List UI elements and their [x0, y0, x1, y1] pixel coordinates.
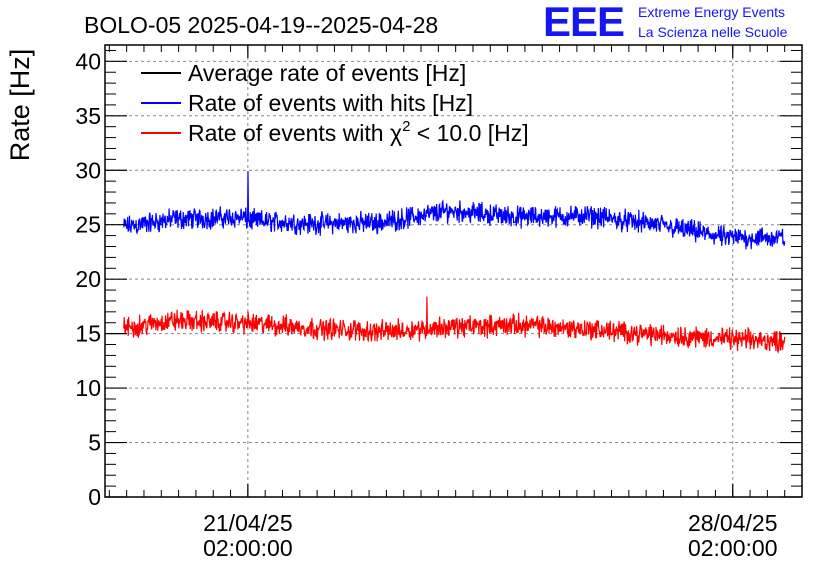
axes: 051015202530354021/04/2502:00:0028/04/25… [75, 45, 802, 561]
legend-label-hits: Rate of events with hits [Hz] [188, 90, 473, 116]
grid-lines [105, 45, 802, 497]
series-line-hits [123, 171, 786, 250]
y-tick-label: 30 [75, 157, 101, 183]
y-tick-label: 35 [75, 103, 101, 129]
y-tick-label: 25 [75, 212, 101, 238]
logo-subtitle-line1: Extreme Energy Events [638, 4, 786, 20]
legend-label-chi2: Rate of events with χ2 < 10.0 [Hz] [188, 118, 529, 146]
y-axis-label: Rate [Hz] [5, 49, 35, 162]
y-tick-label: 15 [75, 321, 101, 347]
legend-label-average: Average rate of events [Hz] [188, 60, 466, 86]
x-tick-label-time: 02:00:00 [688, 535, 778, 561]
plot-frame [104, 44, 803, 498]
y-tick-label: 10 [75, 375, 101, 401]
y-tick-label: 5 [88, 430, 101, 456]
x-tick-label-date: 28/04/25 [688, 510, 778, 536]
chart-title: BOLO-05 2025-04-19--2025-04-28 [84, 12, 438, 38]
x-tick-label-time: 02:00:00 [203, 535, 293, 561]
y-tick-label: 20 [75, 266, 101, 292]
legend: Average rate of events [Hz] Rate of event… [141, 60, 529, 146]
y-tick-label: 0 [88, 484, 101, 510]
data-series [123, 171, 786, 354]
logo-subtitle-line2: La Scienza nelle Scuole [638, 24, 788, 40]
x-tick-label-date: 21/04/25 [203, 510, 293, 536]
y-tick-label: 40 [75, 48, 101, 74]
eee-logo: EEE [543, 0, 625, 45]
series-line-chi2 [123, 296, 786, 354]
